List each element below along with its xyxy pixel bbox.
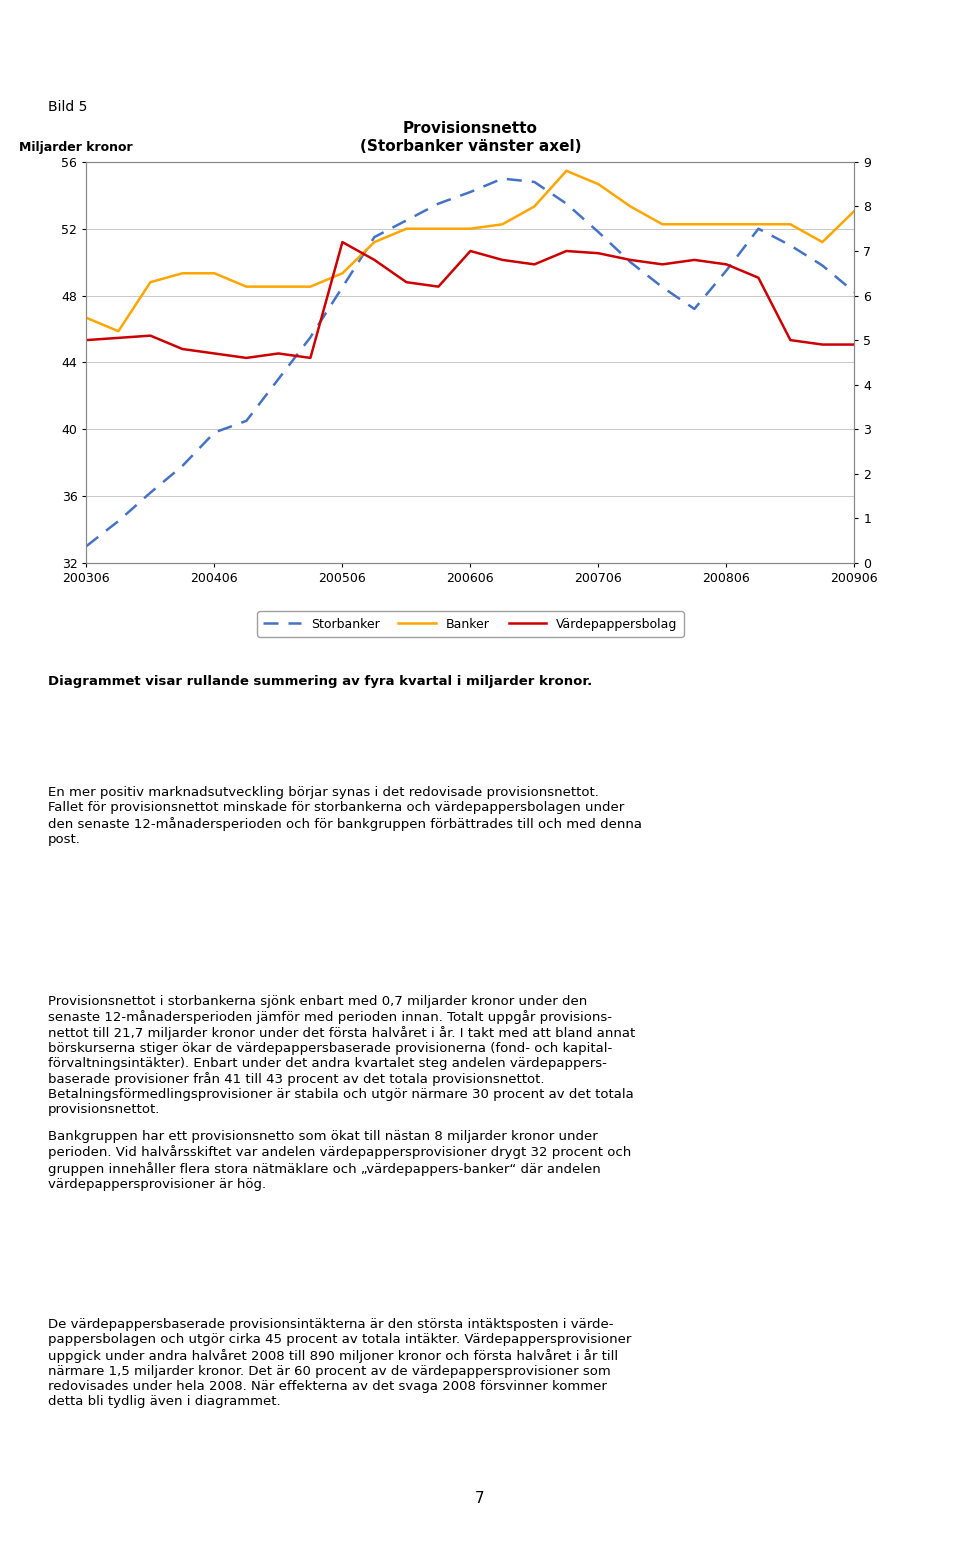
Text: Bankgruppen har ett provisionsnetto som ökat till nästan 8 miljarder kronor unde: Bankgruppen har ett provisionsnetto som … bbox=[48, 1130, 632, 1190]
Text: De värdepappersbaserade provisionsintäkterna är den största intäktsposten i värd: De värdepappersbaserade provisionsintäkt… bbox=[48, 1318, 632, 1408]
Text: Bild 5: Bild 5 bbox=[48, 100, 87, 114]
Text: Diagrammet visar rullande summering av fyra kvartal i miljarder kronor.: Diagrammet visar rullande summering av f… bbox=[48, 675, 592, 688]
Text: En mer positiv marknadsutveckling börjar synas i det redovisade provisionsnettot: En mer positiv marknadsutveckling börjar… bbox=[48, 786, 642, 845]
Text: Miljarder kronor: Miljarder kronor bbox=[19, 142, 132, 154]
Title: Provisionsnetto
(Storbanker vänster axel): Provisionsnetto (Storbanker vänster axel… bbox=[360, 122, 581, 154]
Legend: Storbanker, Banker, Värdepappersbolag: Storbanker, Banker, Värdepappersbolag bbox=[257, 611, 684, 637]
Text: 7: 7 bbox=[475, 1491, 485, 1507]
Text: Provisionsnettot i storbankerna sjönk enbart med 0,7 miljarder kronor under den
: Provisionsnettot i storbankerna sjönk en… bbox=[48, 995, 636, 1116]
